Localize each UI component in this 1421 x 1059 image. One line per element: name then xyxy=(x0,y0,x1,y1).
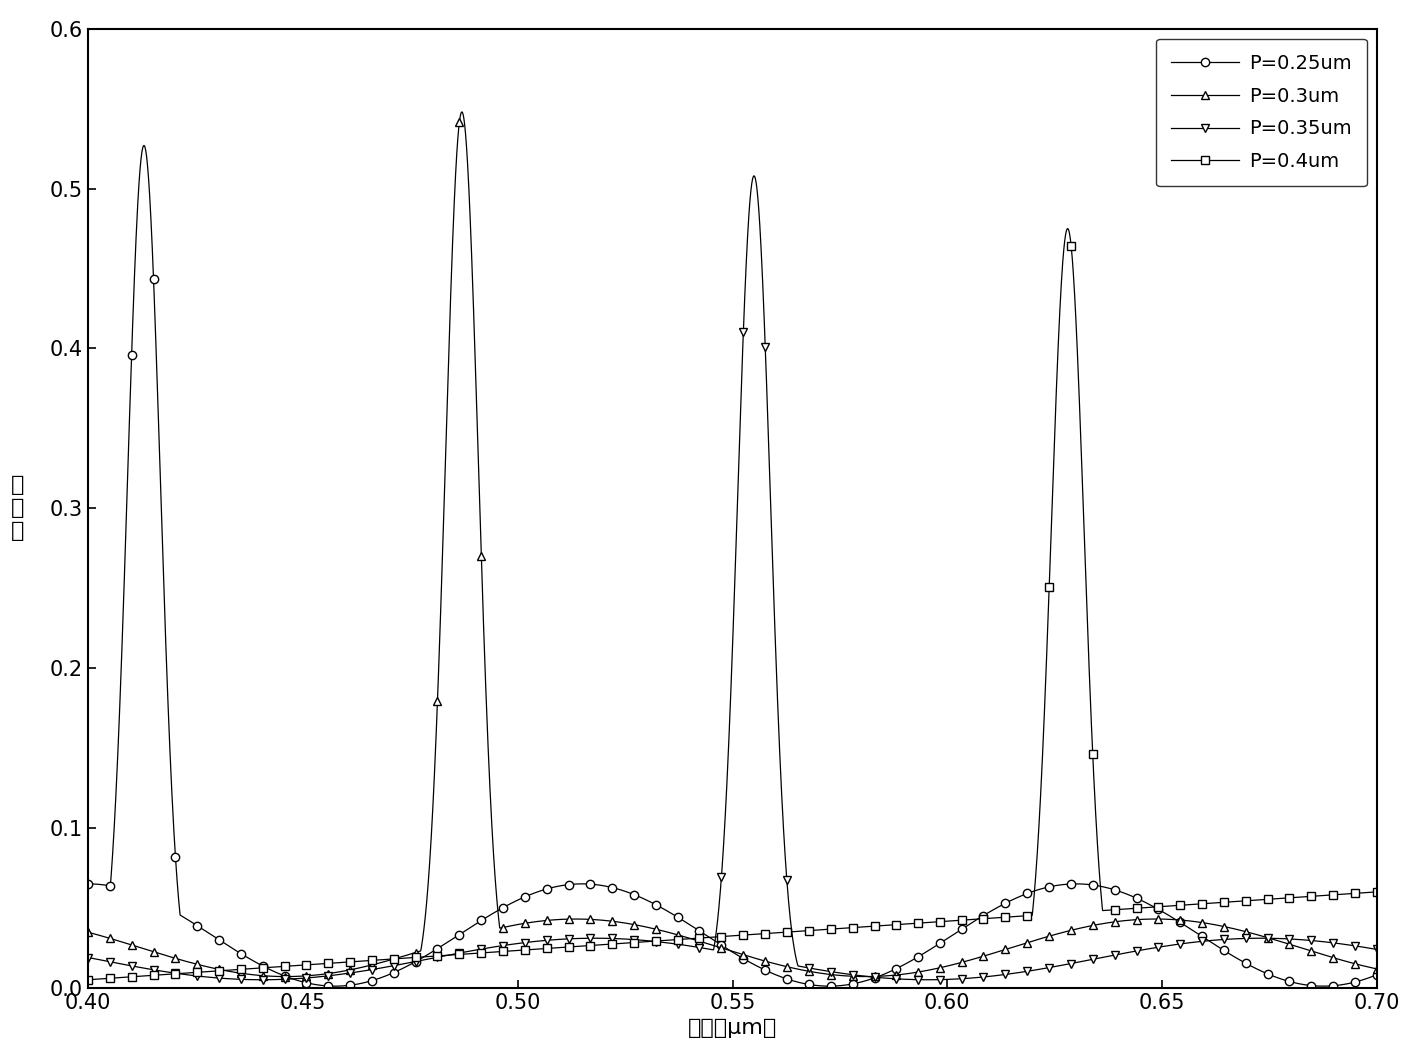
P=0.3um xyxy=(692,935,709,948)
P=0.35um xyxy=(1330,937,1347,950)
Line: P=0.4um: P=0.4um xyxy=(84,225,1381,984)
P=0.25um xyxy=(135,139,152,151)
P=0.4um xyxy=(621,936,638,949)
P=0.25um xyxy=(1368,968,1385,981)
P=0.4um xyxy=(1368,885,1385,898)
P=0.3um xyxy=(453,106,470,119)
P=0.3um xyxy=(1330,953,1347,966)
Line: P=0.35um: P=0.35um xyxy=(84,172,1381,984)
P=0.35um xyxy=(1265,932,1282,945)
P=0.25um xyxy=(632,891,649,903)
P=0.25um xyxy=(621,886,638,899)
P=0.25um xyxy=(692,926,709,938)
P=0.3um xyxy=(80,926,97,938)
P=0.4um xyxy=(692,932,709,945)
P=0.25um xyxy=(1330,979,1347,991)
P=0.4um xyxy=(1265,893,1282,905)
P=0.35um xyxy=(621,933,638,946)
P=0.35um xyxy=(1016,966,1033,979)
P=0.25um xyxy=(1016,889,1033,901)
P=0.35um xyxy=(746,169,763,182)
P=0.25um xyxy=(1314,980,1331,992)
P=0.35um xyxy=(692,941,709,954)
P=0.4um xyxy=(1059,222,1076,235)
P=0.3um xyxy=(1016,937,1033,950)
P=0.4um xyxy=(1329,889,1346,901)
Line: P=0.25um: P=0.25um xyxy=(84,141,1381,990)
P=0.4um xyxy=(631,936,648,949)
P=0.25um xyxy=(80,878,97,891)
Y-axis label: 透
射
率: 透 射 率 xyxy=(10,475,24,541)
P=0.3um xyxy=(621,917,638,930)
Legend: P=0.25um, P=0.3um, P=0.35um, P=0.4um: P=0.25um, P=0.3um, P=0.35um, P=0.4um xyxy=(1155,38,1367,186)
P=0.4um xyxy=(1016,910,1033,922)
P=0.35um xyxy=(80,951,97,964)
P=0.3um xyxy=(632,919,649,932)
P=0.4um xyxy=(80,973,97,986)
X-axis label: 波长（μm）: 波长（μm） xyxy=(688,1018,777,1038)
P=0.3um xyxy=(1265,933,1282,946)
P=0.35um xyxy=(1368,944,1385,956)
P=0.35um xyxy=(919,973,936,986)
P=0.3um xyxy=(1368,963,1385,975)
P=0.3um xyxy=(857,970,874,983)
P=0.35um xyxy=(631,934,648,947)
Line: P=0.3um: P=0.3um xyxy=(84,108,1381,981)
P=0.25um xyxy=(1265,970,1282,983)
